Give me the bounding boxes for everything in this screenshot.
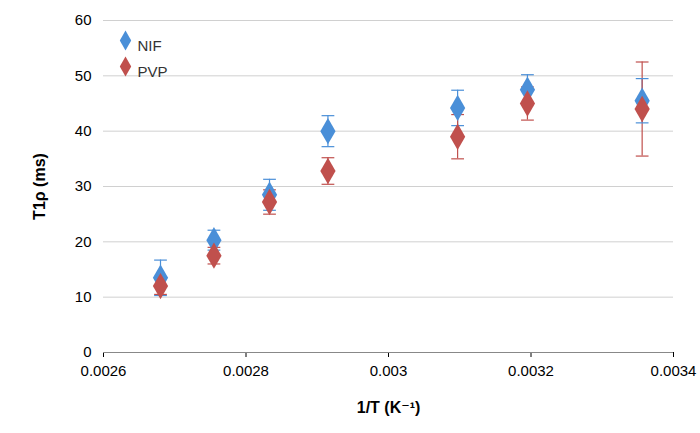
svg-text:0: 0 — [83, 343, 91, 360]
svg-text:10: 10 — [75, 288, 92, 305]
svg-text:0.003: 0.003 — [370, 362, 408, 379]
svg-text:0.0034: 0.0034 — [651, 362, 697, 379]
svg-text:PVP: PVP — [138, 63, 168, 80]
svg-text:T1ρ (ms): T1ρ (ms) — [31, 153, 48, 220]
svg-text:30: 30 — [75, 177, 92, 194]
svg-text:20: 20 — [75, 233, 92, 250]
svg-text:1/T (K⁻¹): 1/T (K⁻¹) — [357, 399, 421, 416]
svg-text:50: 50 — [75, 67, 92, 84]
svg-text:NIF: NIF — [138, 37, 162, 54]
svg-text:0.0026: 0.0026 — [81, 362, 127, 379]
svg-text:60: 60 — [75, 11, 92, 28]
svg-text:0.0028: 0.0028 — [223, 362, 269, 379]
svg-text:0.0032: 0.0032 — [508, 362, 554, 379]
svg-text:40: 40 — [75, 122, 92, 139]
